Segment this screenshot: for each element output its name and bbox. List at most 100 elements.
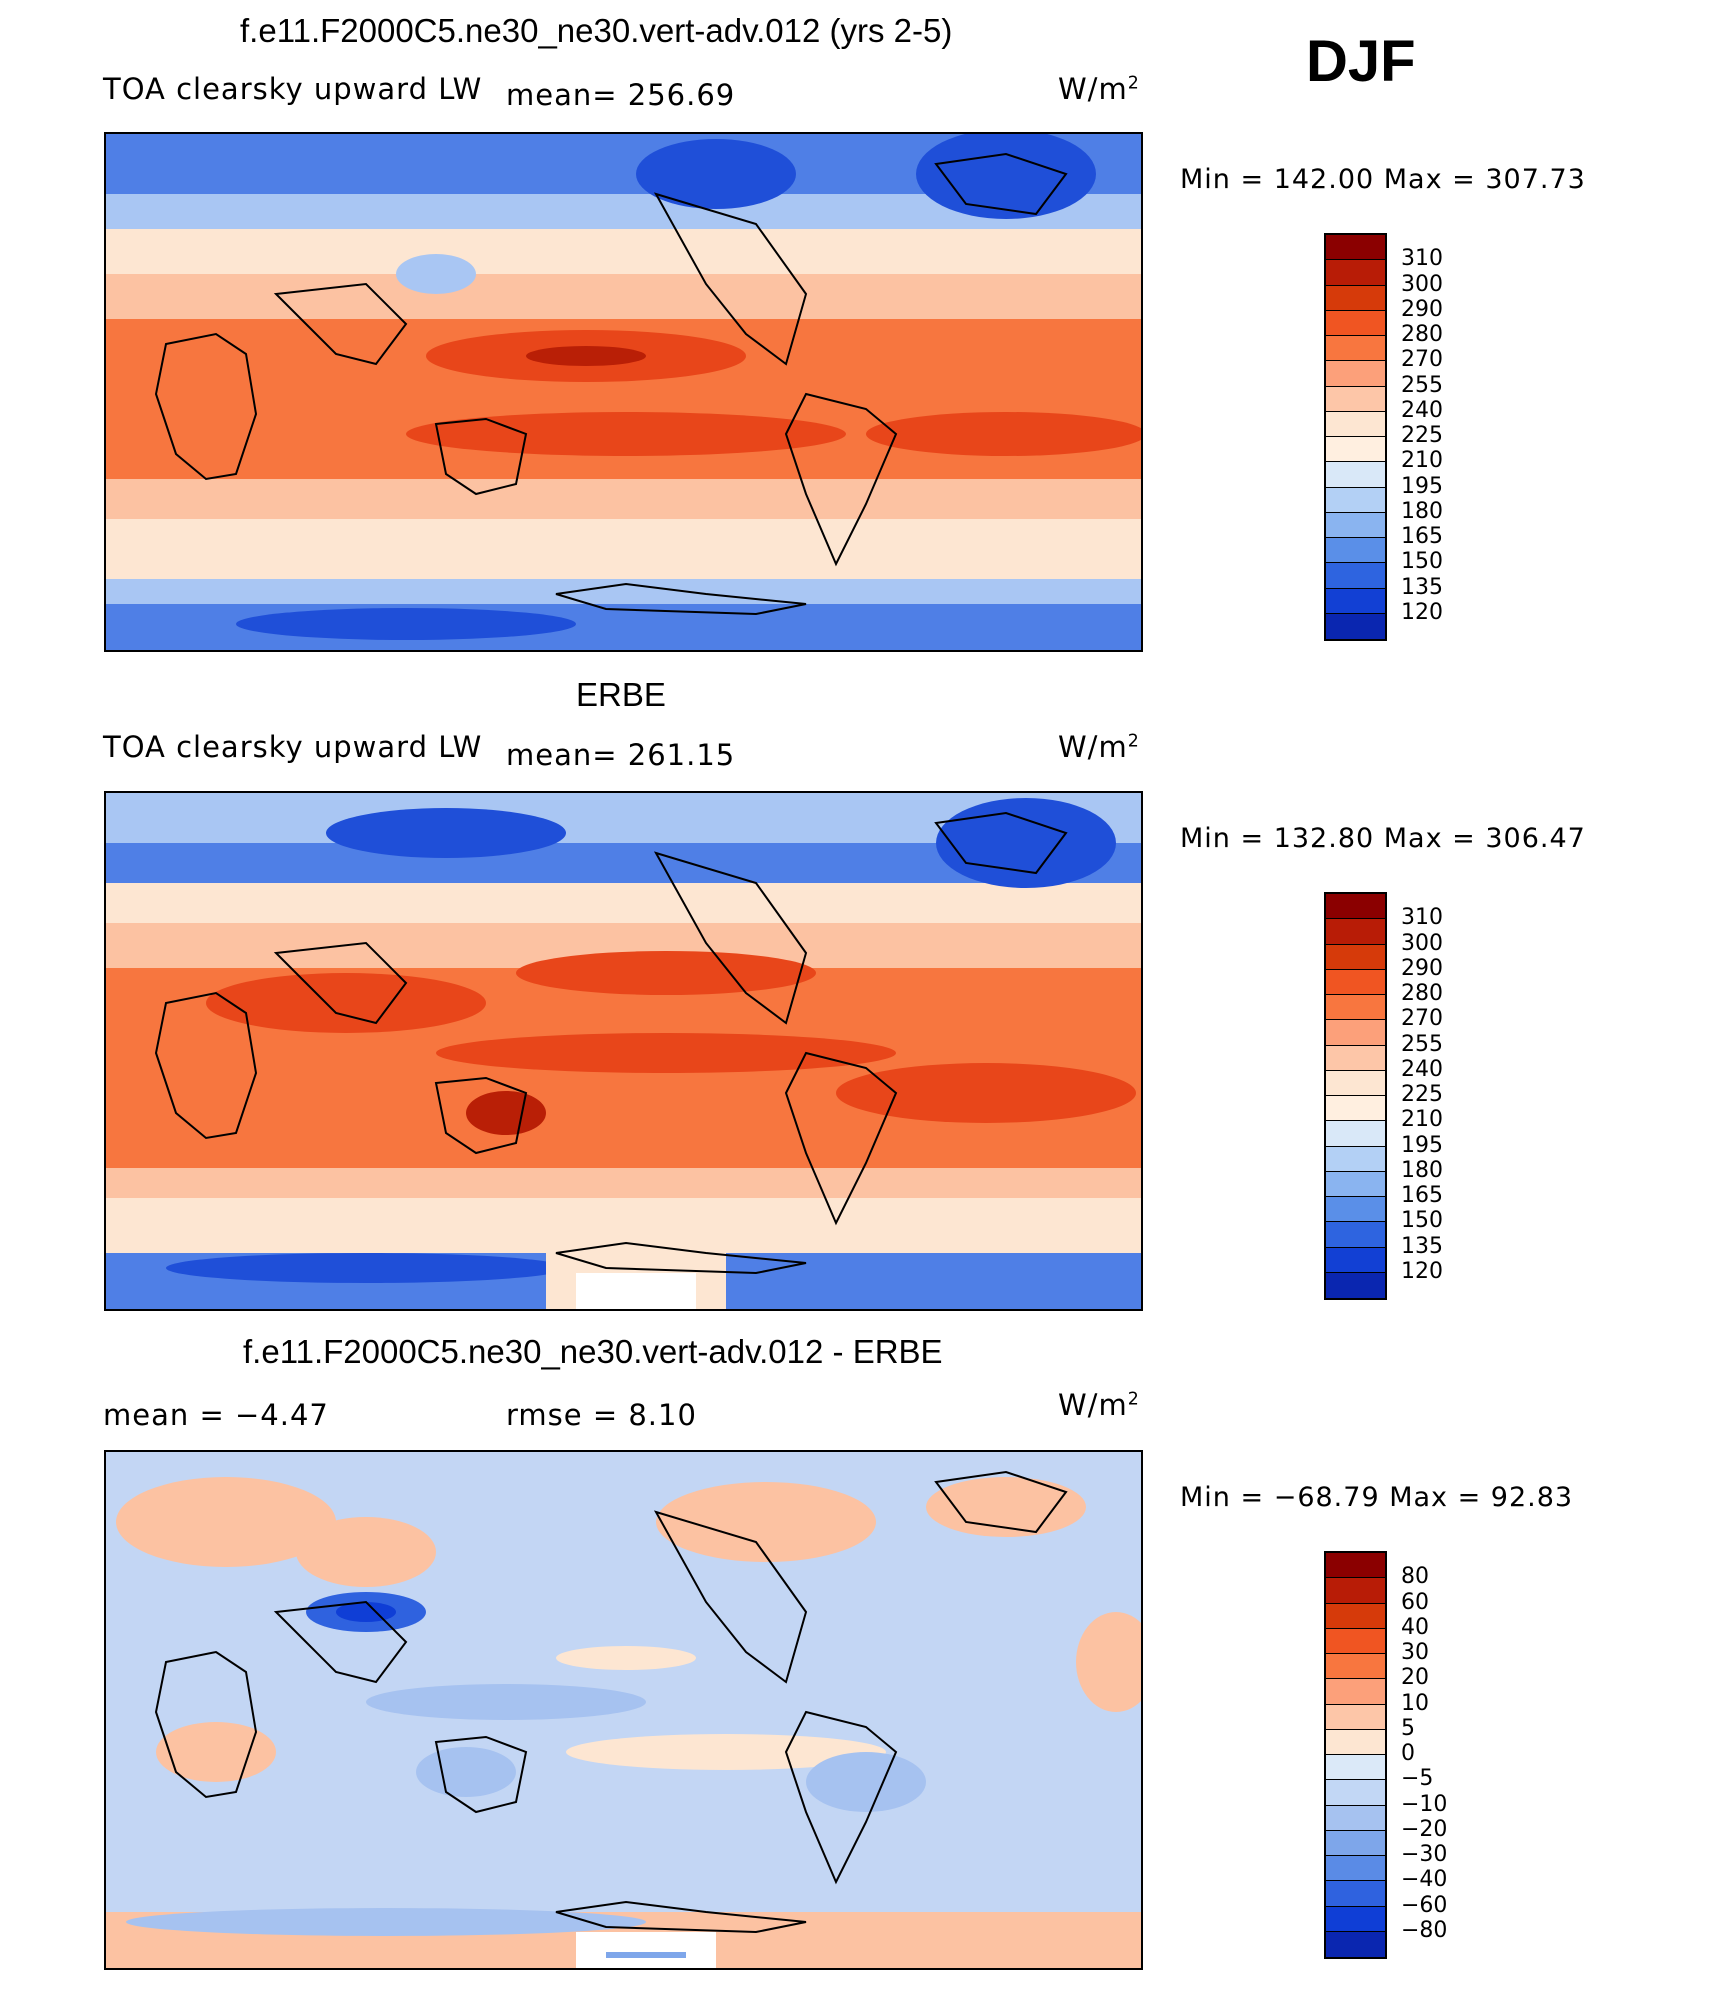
colorbar-tick-label: 210	[1401, 448, 1443, 474]
colorbar-swatch	[1326, 285, 1385, 311]
colorbar-tick-label: 240	[1401, 397, 1443, 423]
colorbar-tick-label: 310	[1401, 905, 1443, 931]
colorbar-swatch	[1326, 613, 1385, 639]
colorbar-swatch	[1326, 487, 1385, 513]
colorbar-swatch	[1326, 1197, 1385, 1223]
panel-1-variable-label: TOA clearsky upward LW	[103, 72, 483, 106]
colorbar-swatch	[1326, 1654, 1385, 1680]
colorbar-tick-label: 290	[1401, 296, 1443, 322]
colorbar-tick-label: 225	[1401, 1082, 1443, 1107]
colorbar-swatch	[1326, 1121, 1385, 1147]
colorbar-swatch	[1326, 1679, 1385, 1705]
colorbar-tick-label: −60	[1401, 1892, 1448, 1918]
panel-2-colorbar	[1324, 892, 1387, 1300]
colorbar-tick-label: 165	[1401, 1183, 1443, 1208]
colorbar-swatch	[1326, 437, 1385, 463]
colorbar-tick-label: 270	[1401, 347, 1443, 373]
colorbar-tick-label: 180	[1401, 1157, 1443, 1183]
season-label: DJF	[1306, 29, 1416, 94]
colorbar-tick-label: 280	[1401, 322, 1443, 347]
colorbar-tick-label: 20	[1401, 1665, 1429, 1691]
colorbar-swatch	[1326, 538, 1385, 564]
colorbar-tick-label: 135	[1401, 574, 1443, 600]
panel-2-map	[104, 791, 1143, 1311]
colorbar-swatch	[1326, 462, 1385, 488]
colorbar-swatch	[1326, 1146, 1385, 1172]
colorbar-swatch	[1326, 411, 1385, 437]
colorbar-tick-label: −40	[1401, 1867, 1448, 1893]
colorbar-swatch	[1326, 310, 1385, 336]
colorbar-swatch	[1326, 1020, 1385, 1046]
colorbar-swatch	[1326, 1729, 1385, 1755]
colorbar-tick-label: 180	[1401, 498, 1443, 524]
colorbar-swatch	[1326, 588, 1385, 614]
panel-1-minmax: Min = 142.00 Max = 307.73	[1180, 164, 1586, 195]
colorbar-swatch	[1326, 1222, 1385, 1248]
colorbar-tick-label: −80	[1401, 1917, 1448, 1943]
colorbar-swatch	[1326, 1603, 1385, 1629]
colorbar-swatch	[1326, 995, 1385, 1021]
colorbar-tick-label: 5	[1401, 1715, 1415, 1741]
panel-1-units: W/m2	[1058, 72, 1140, 106]
panel-3-colorbar	[1324, 1551, 1387, 1959]
colorbar-swatch	[1326, 512, 1385, 538]
colorbar-swatch	[1326, 1881, 1385, 1907]
panel-3-map	[104, 1450, 1143, 1970]
colorbar-tick-label: 255	[1401, 372, 1443, 398]
colorbar-swatch	[1326, 1805, 1385, 1831]
colorbar-swatch	[1326, 563, 1385, 589]
colorbar-tick-label: 10	[1401, 1690, 1429, 1716]
colorbar-tick-label: 290	[1401, 955, 1443, 981]
colorbar-tick-label: 165	[1401, 524, 1443, 549]
colorbar-tick-label: 280	[1401, 981, 1443, 1006]
colorbar-tick-label: 30	[1401, 1640, 1429, 1665]
colorbar-tick-label: −20	[1401, 1816, 1448, 1842]
colorbar-tick-label: 195	[1401, 473, 1443, 499]
colorbar-tick-label: 40	[1401, 1614, 1429, 1640]
colorbar-tick-label: 135	[1401, 1233, 1443, 1259]
colorbar-swatch	[1326, 361, 1385, 387]
panel-2-mean-label: mean= 261.15	[506, 738, 736, 772]
panel-1-colorbar	[1324, 233, 1387, 641]
colorbar-swatch	[1326, 1553, 1385, 1579]
colorbar-tick-label: 225	[1401, 423, 1443, 448]
panel-1-map-svg	[106, 134, 1141, 650]
colorbar-swatch	[1326, 1931, 1385, 1957]
panel-3-mean-label: mean = −4.47	[103, 1398, 329, 1432]
colorbar-swatch	[1326, 386, 1385, 412]
colorbar-swatch	[1326, 1755, 1385, 1781]
colorbar-tick-label: 120	[1401, 599, 1443, 625]
colorbar-tick-label: 60	[1401, 1589, 1429, 1615]
colorbar-tick-label: 150	[1401, 549, 1443, 575]
colorbar-swatch	[1326, 1780, 1385, 1806]
colorbar-tick-label: 270	[1401, 1006, 1443, 1032]
colorbar-tick-label: 300	[1401, 271, 1443, 297]
colorbar-swatch	[1326, 1045, 1385, 1071]
panel-1-map	[104, 132, 1143, 652]
colorbar-swatch	[1326, 1856, 1385, 1882]
colorbar-swatch	[1326, 1096, 1385, 1122]
colorbar-tick-label: 210	[1401, 1107, 1443, 1133]
colorbar-tick-label: 195	[1401, 1132, 1443, 1158]
panel-1-mean-label: mean= 256.69	[506, 78, 736, 112]
colorbar-swatch	[1326, 235, 1385, 261]
colorbar-tick-label: −5	[1401, 1766, 1434, 1792]
panel-2-variable-label: TOA clearsky upward LW	[103, 730, 483, 764]
colorbar-swatch	[1326, 1171, 1385, 1197]
panel-2-minmax: Min = 132.80 Max = 306.47	[1180, 823, 1586, 854]
colorbar-swatch	[1326, 894, 1385, 920]
colorbar-swatch	[1326, 1070, 1385, 1096]
colorbar-swatch	[1326, 1578, 1385, 1604]
colorbar-swatch	[1326, 1704, 1385, 1730]
colorbar-tick-label: 120	[1401, 1258, 1443, 1284]
panel-2-title: ERBE	[576, 676, 666, 713]
colorbar-swatch	[1326, 1906, 1385, 1932]
colorbar-swatch	[1326, 919, 1385, 945]
panel-3-title: f.e11.F2000C5.ne30_ne30.vert-adv.012 - E…	[243, 1333, 943, 1370]
colorbar-swatch	[1326, 1830, 1385, 1856]
colorbar-tick-label: −10	[1401, 1791, 1448, 1817]
colorbar-tick-label: −30	[1401, 1842, 1448, 1867]
colorbar-tick-label: 150	[1401, 1208, 1443, 1234]
colorbar-tick-label: 255	[1401, 1031, 1443, 1057]
colorbar-tick-label: 310	[1401, 246, 1443, 272]
